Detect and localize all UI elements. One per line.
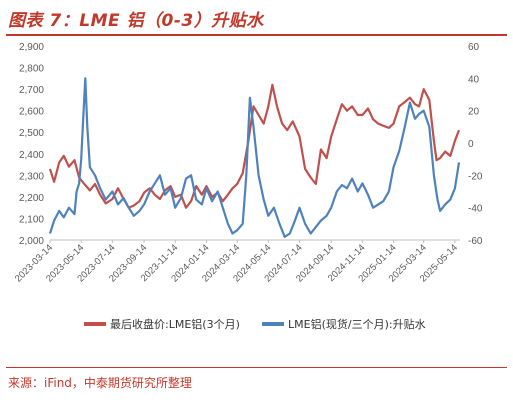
left-axis-tick-label: 2,400 [19,150,44,161]
left-axis-tick-label: 2,200 [19,193,44,204]
right-axis-tick-label: -40 [468,204,483,215]
right-axis-tick-label: 20 [468,107,480,118]
source-note: 来源：iFind，中泰期货研究所整理 [8,376,192,390]
right-axis-tick-label: -20 [468,171,483,182]
legend-swatch-red [84,322,106,326]
right-axis-tick-label: 0 [468,139,474,150]
left-axis-tick-label: 2,800 [19,64,44,75]
left-axis-tick-label: 2,700 [19,85,44,96]
legend-entry-spread: LME铝(现货/三个月):升贴水 [262,316,426,332]
chart-legend: 最后收盘价:LME铝(3个月) LME铝(现货/三个月):升贴水 [0,316,513,336]
left-axis-tick-label: 2,500 [19,128,44,139]
legend-swatch-blue [262,322,284,326]
legend-label-spread: LME铝(现货/三个月):升贴水 [288,318,426,331]
series-line-lme-close [48,83,461,209]
left-axis-tick-label: 2,900 [19,42,44,53]
left-axis-tick-label: 2,100 [19,214,44,225]
left-axis-tick-label: 2,000 [19,236,44,247]
title-divider [6,34,507,36]
dual-axis-line-chart: 2,000 2,100 2,200 2,300 2,400 2,500 2,600 2,700… [13,42,483,284]
left-axis-tick-label: 2,300 [19,171,44,182]
right-axis-tick-label: 40 [468,74,480,85]
chart-title: 图表 7：LME 铝（0-3）升贴水 [8,11,264,31]
legend-label-lme-close: 最后收盘价:LME铝(3个月) [110,318,240,331]
right-axis-tick-label: 60 [468,42,480,53]
series-line-spread [48,77,461,238]
chart-series [48,77,461,238]
left-axis-tick-label: 2,600 [19,107,44,118]
right-axis-tick-label: -60 [468,236,483,247]
legend-entry-lme-close: 最后收盘价:LME铝(3个月) [84,316,240,332]
footer-divider [6,367,507,368]
